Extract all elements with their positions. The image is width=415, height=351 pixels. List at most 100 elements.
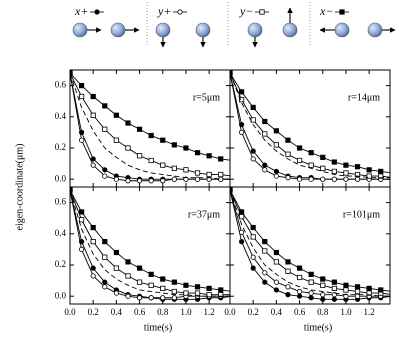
data-point <box>102 254 108 260</box>
data-point <box>354 164 361 170</box>
data-point <box>102 173 108 179</box>
series-line <box>70 189 230 297</box>
data-point <box>262 279 268 285</box>
data-point <box>102 284 108 290</box>
x-tick-label: 0.4 <box>271 307 283 317</box>
annotation: r=101μm <box>343 209 380 220</box>
data-point <box>194 150 201 156</box>
x-axis-label: time(s) <box>144 322 172 333</box>
data-point <box>218 171 224 178</box>
data-point <box>125 293 131 299</box>
data-point <box>148 282 154 288</box>
data-point <box>262 118 268 125</box>
data-point <box>229 157 230 164</box>
legend-marker <box>339 9 345 15</box>
data-point <box>78 246 85 252</box>
data-point <box>285 292 291 298</box>
data-point <box>125 178 131 184</box>
data-point <box>113 176 119 182</box>
data-point <box>148 178 154 184</box>
panel: 0.0 0.2 0.4 0.6 0.0 0.2 0.4 0.6 0.8 1.0 1.2 time(s)… <box>55 186 231 333</box>
data-point <box>229 173 230 179</box>
data-point <box>308 176 314 182</box>
series-line <box>230 72 390 178</box>
data-point <box>90 112 96 118</box>
data-point <box>102 103 108 109</box>
data-point <box>389 170 390 176</box>
data-point <box>273 173 279 179</box>
data-point <box>160 137 166 143</box>
data-point <box>285 284 291 290</box>
y-axis-label: eigen-coordinate(μm) <box>14 144 25 231</box>
data-point <box>354 288 361 295</box>
data-point <box>125 145 131 151</box>
x-tick-label: 0.6 <box>134 307 146 317</box>
data-point <box>90 273 96 279</box>
data-point <box>250 234 256 240</box>
data-point <box>230 187 233 193</box>
annotation: r=5μm <box>193 92 220 103</box>
data-point <box>183 145 189 151</box>
data-point <box>70 187 73 193</box>
data-point <box>148 295 154 301</box>
data-point <box>194 290 201 296</box>
y-tick-label: 0.2 <box>55 142 66 152</box>
x-tick-label: 0.0 <box>64 307 76 317</box>
data-point <box>90 224 96 231</box>
data-point <box>102 279 108 285</box>
panel: r=14μm <box>229 69 391 188</box>
x-tick-label: 0.4 <box>111 307 123 317</box>
data-point <box>354 171 361 178</box>
series-line <box>70 72 230 180</box>
data-point <box>136 279 143 285</box>
data-point <box>238 129 245 135</box>
data-point <box>389 292 390 298</box>
data-point <box>273 128 279 134</box>
plot-frame <box>69 69 231 188</box>
data-point <box>296 293 303 299</box>
data-point <box>331 285 337 292</box>
data-point <box>125 259 131 265</box>
data-point <box>343 282 349 288</box>
data-point <box>183 290 189 296</box>
data-point <box>113 265 119 271</box>
data-point <box>160 276 166 282</box>
data-point <box>308 290 314 296</box>
data-point <box>296 265 303 271</box>
data-point <box>262 270 268 276</box>
legend-marker <box>177 9 183 15</box>
data-point <box>273 279 279 285</box>
data-point <box>160 162 166 168</box>
data-point <box>78 137 85 143</box>
data-point <box>389 178 390 181</box>
data-point <box>136 265 143 271</box>
data-point <box>218 287 224 293</box>
data-point <box>102 238 108 245</box>
data-point <box>125 120 131 126</box>
data-point <box>250 265 256 271</box>
data-point <box>389 288 390 295</box>
plot-area <box>70 187 230 302</box>
data-point <box>366 167 372 173</box>
y-tick-label: 0.6 <box>55 197 67 207</box>
data-point <box>194 176 201 182</box>
data-point <box>343 176 349 182</box>
legend-label: y+ <box>157 4 171 18</box>
data-point <box>90 265 96 271</box>
sphere-diagram <box>72 7 396 48</box>
data-point <box>78 209 85 215</box>
data-point <box>296 176 303 182</box>
x-tick-label: 0.8 <box>157 307 169 317</box>
x-axis-label: time(s) <box>304 322 332 333</box>
data-point <box>238 209 245 215</box>
data-point <box>250 224 256 231</box>
data-point <box>320 282 326 288</box>
data-point <box>136 153 143 159</box>
data-point <box>238 239 245 245</box>
data-point <box>206 171 212 178</box>
data-point <box>296 274 303 281</box>
data-point <box>160 178 166 184</box>
data-point <box>366 173 372 179</box>
plot-area <box>230 187 390 302</box>
